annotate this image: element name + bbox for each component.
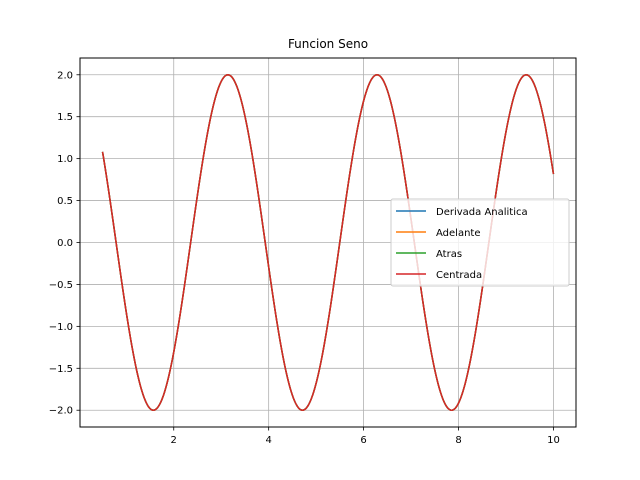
legend-label: Atras — [436, 249, 462, 260]
chart-title: Funcion Seno — [288, 37, 368, 51]
legend: Derivada Analitica Adelante Atras Centrada — [390, 198, 570, 287]
series-line-centrada — [101, 74, 555, 411]
y-tick-label: 1.5 — [57, 112, 73, 123]
y-tick-label: −1.0 — [49, 322, 73, 333]
legend-label: Adelante — [436, 228, 480, 239]
y-tick-label: −0.5 — [49, 280, 73, 291]
legend-label: Centrada — [436, 270, 482, 281]
y-tick-label: −1.5 — [49, 364, 73, 375]
series-group — [101, 74, 555, 411]
y-tick-label: 0.0 — [57, 238, 73, 249]
x-tick-label: 10 — [547, 435, 560, 446]
x-tick-label: 2 — [171, 435, 177, 446]
x-tick-label: 4 — [265, 435, 271, 446]
legend-box — [390, 198, 570, 287]
y-tick-label: 2.0 — [57, 70, 73, 81]
y-tick-label: −2.0 — [49, 406, 73, 417]
y-tick-label: 0.5 — [57, 196, 73, 207]
x-axis: 2 4 6 8 10 — [171, 427, 560, 446]
x-tick-label: 8 — [455, 435, 461, 446]
y-tick-label: 1.0 — [57, 154, 73, 165]
y-axis: 2.0 1.5 1.0 0.5 0.0 −0.5 −1.0 −1.5 −2.0 — [49, 70, 80, 417]
legend-label: Derivada Analitica — [436, 207, 528, 218]
x-tick-label: 6 — [360, 435, 366, 446]
